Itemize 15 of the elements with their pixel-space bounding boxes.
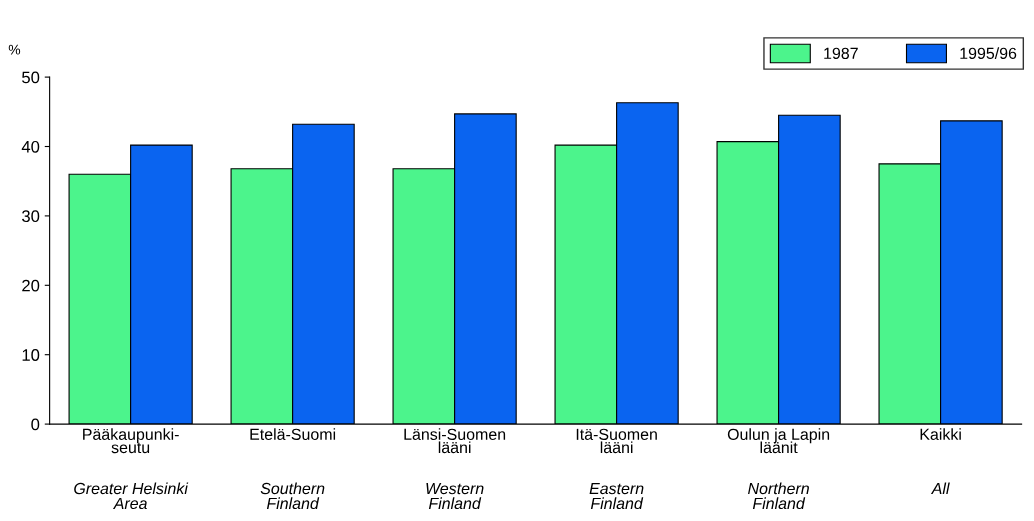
y-tick-label: 10 (22, 349, 40, 361)
y-tick-label: 30 (22, 210, 40, 223)
y-tick-label: 50 (22, 71, 40, 84)
category-label: Länsi-Suomen lääni Western Finland (404, 428, 506, 510)
category-label: Etelä-Suomi Southern Finland (250, 428, 336, 510)
y-tick-label: 0 (31, 418, 40, 431)
category-label: Pääkaupunki- seutu Greater Helsinki Area (74, 428, 189, 510)
legend-label: 1995/96 (960, 47, 1017, 59)
legend-label: 1987 (824, 47, 858, 59)
y-tick-label: 40 (21, 140, 40, 153)
y-axis-title: % (8, 44, 21, 55)
category-label: Itä-Suomen lääni Eastern Finland (576, 428, 657, 510)
category-label: Oulun ja Lapin läänit Northern Finland (727, 428, 830, 510)
category-label: Kaikki All (920, 428, 961, 494)
y-tick-label: 20 (22, 279, 40, 292)
